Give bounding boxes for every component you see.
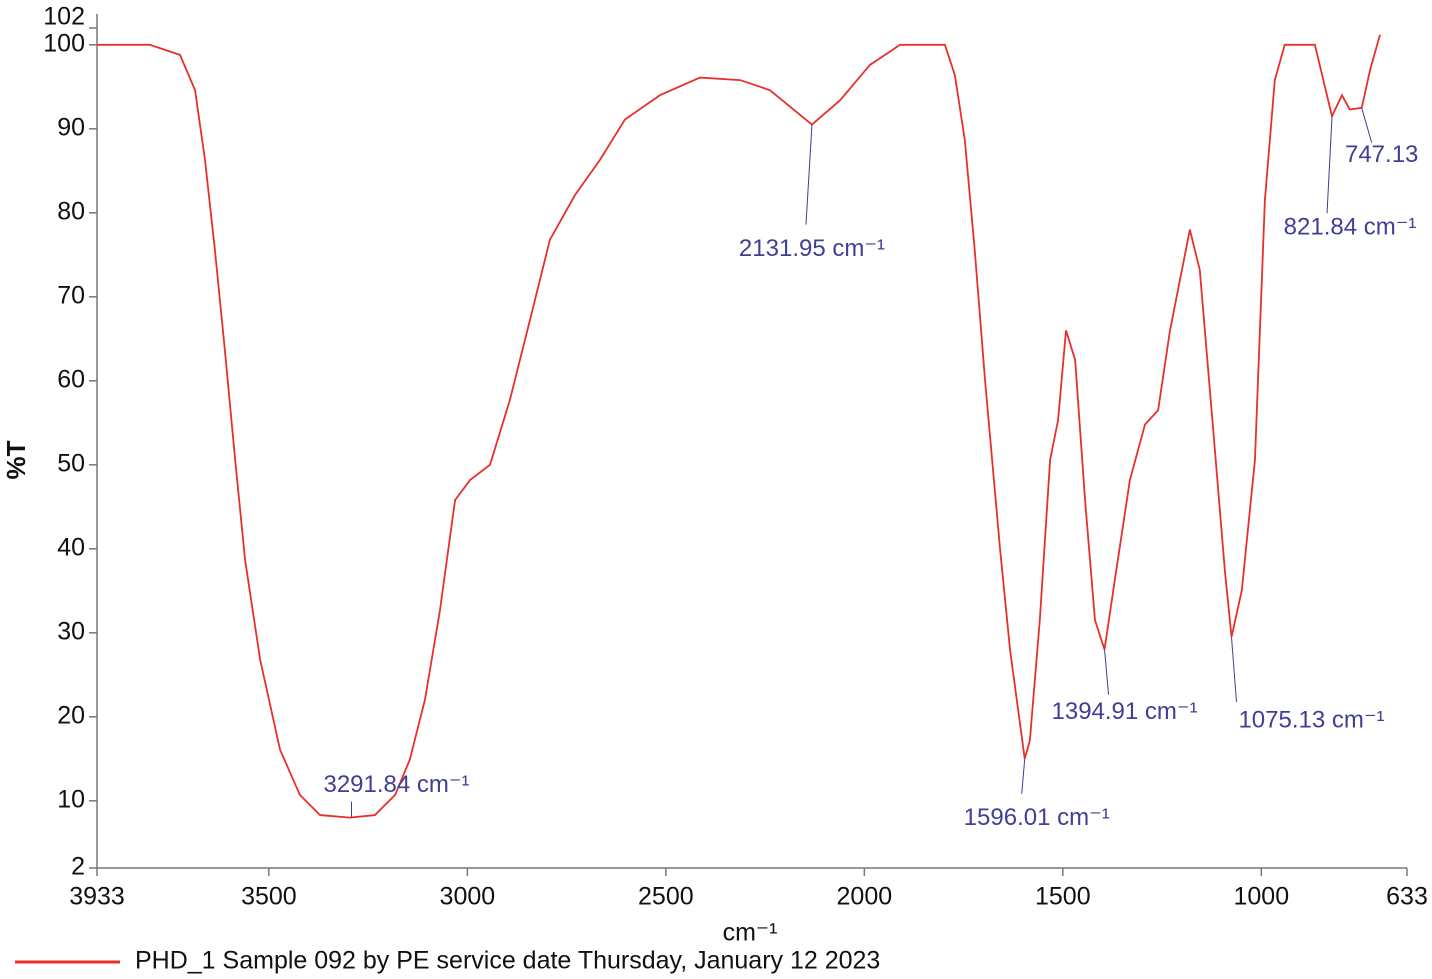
annotation-leader: [1230, 636, 1237, 703]
annotation-label: 747.13: [1345, 141, 1418, 168]
y-tick-label: 10: [57, 785, 85, 813]
x-tick-label: 3500: [241, 883, 297, 911]
annotation-label: 1394.91 cm⁻¹: [1052, 698, 1198, 725]
y-tick-label: 2: [71, 853, 85, 881]
x-axis-label: cm⁻¹: [723, 919, 778, 947]
annotation-label: 1596.01 cm⁻¹: [964, 804, 1110, 831]
x-tick-label: 3000: [440, 883, 496, 911]
annotation-label: 3291.84 cm⁻¹: [323, 771, 469, 798]
x-tick-label: 2500: [638, 883, 694, 911]
y-tick-label: 80: [57, 197, 85, 225]
y-tick-label: 70: [57, 281, 85, 309]
x-tick-label: 3933: [69, 883, 125, 911]
annotation-leader: [1326, 116, 1333, 214]
annotation-leader: [1104, 649, 1110, 695]
x-tick-label: 1500: [1035, 883, 1091, 911]
annotation-leader: [1021, 758, 1026, 794]
y-tick-label: 20: [57, 701, 85, 729]
annotation-leader: [1361, 107, 1373, 143]
x-tick-label: 2000: [837, 883, 893, 911]
y-tick-label: 30: [57, 617, 85, 645]
y-tick-label: 40: [57, 533, 85, 561]
y-tick-label: 100: [43, 29, 85, 57]
y-tick-label: 90: [57, 113, 85, 141]
x-tick-label: 633: [1386, 883, 1428, 911]
annotation-label: 2131.95 cm⁻¹: [739, 235, 885, 262]
annotation-label: 821.84 cm⁻¹: [1284, 214, 1417, 241]
annotation-label: 1075.13 cm⁻¹: [1238, 706, 1384, 733]
y-axis-label: %T: [1, 440, 31, 479]
y-tick-label: 102: [43, 3, 85, 31]
y-tick-label: 60: [57, 365, 85, 393]
legend-label: PHD_1 Sample 092 by PE service date Thur…: [135, 947, 880, 975]
y-tick-label: 50: [57, 449, 85, 477]
x-tick-label: 1000: [1233, 883, 1289, 911]
spectrum-line: [97, 34, 1381, 819]
annotation-leader: [805, 124, 813, 225]
